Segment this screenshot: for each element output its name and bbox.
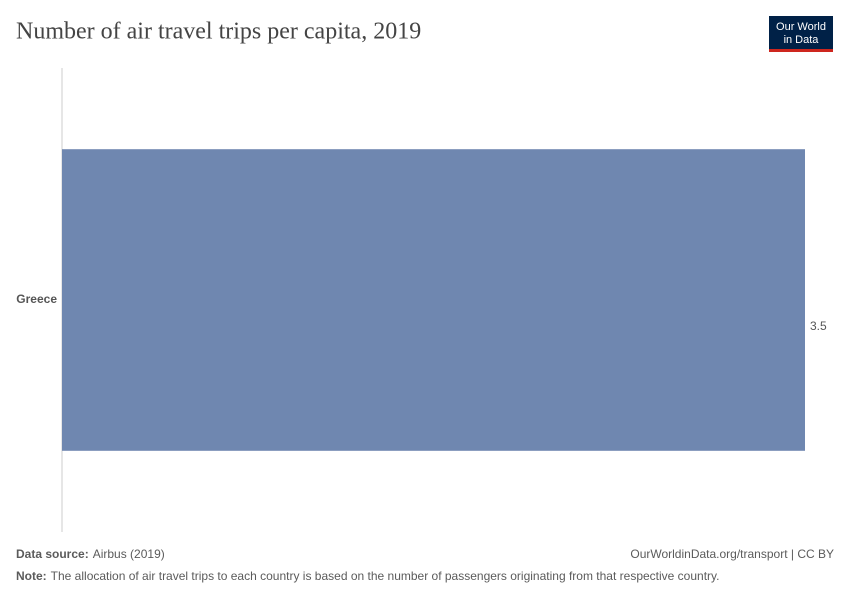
- bar: [62, 149, 805, 451]
- url[interactable]: OurWorldinData.org/transport | CC BY: [630, 547, 834, 561]
- category-label: Greece: [16, 292, 57, 306]
- logo[interactable]: Our World in Data: [769, 16, 833, 52]
- note-label: Note:: [16, 569, 47, 583]
- value-label: 3.5: [810, 319, 827, 333]
- source-label: Data source:: [16, 547, 89, 561]
- logo-box: [769, 16, 833, 50]
- source: Data source: Airbus (2019): [16, 547, 165, 561]
- logo-text: Our World: [776, 21, 826, 33]
- logo-text: in Data: [784, 34, 820, 46]
- note: Note: The allocation of air travel trips …: [16, 569, 719, 583]
- chart-title: Number of air travel trips per capita, 2…: [16, 19, 421, 45]
- note-text: The allocation of air travel trips to ea…: [51, 569, 720, 583]
- logo-underline: [769, 49, 833, 52]
- source-text: Airbus (2019): [93, 547, 165, 561]
